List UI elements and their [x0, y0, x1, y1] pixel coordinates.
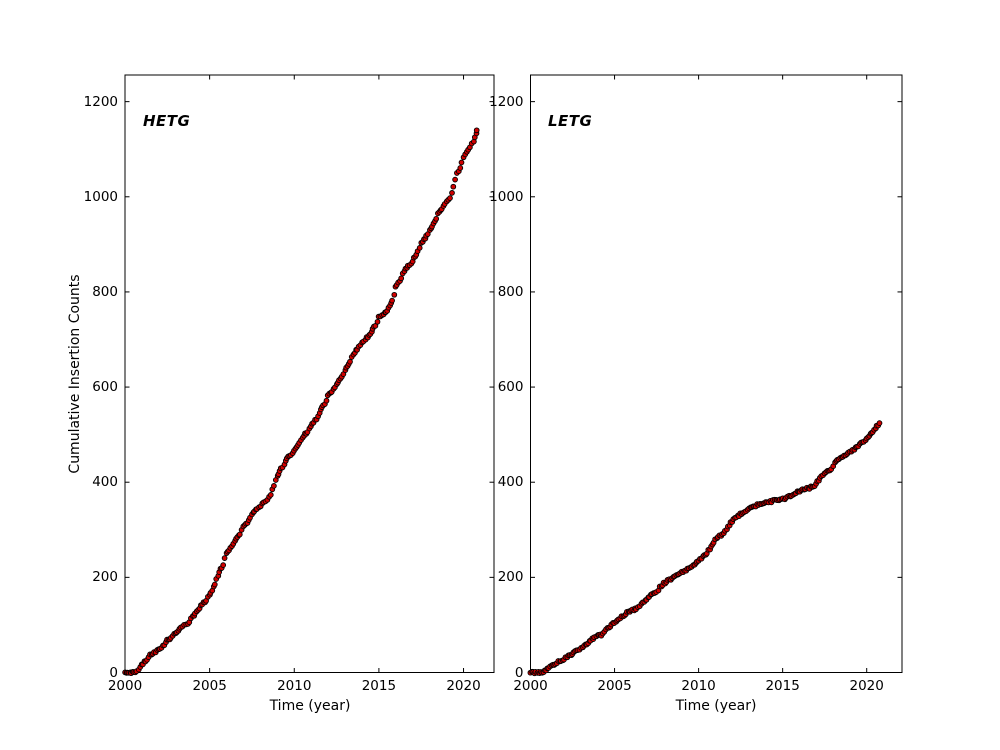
x-axis-label-hetg: Time (year) [269, 698, 351, 714]
x-tick-label: 2010 [277, 678, 312, 694]
letg-series [527, 420, 883, 677]
panel-title-letg: LETG [548, 112, 593, 130]
hetg-series [122, 127, 480, 677]
axes-frame [530, 74, 903, 673]
x-tick-label: 2020 [849, 678, 884, 694]
x-tick-label: 2010 [681, 678, 716, 694]
y-tick-label: 1200 [83, 93, 118, 110]
x-tick-label: 2005 [192, 678, 227, 694]
axes-frame [124, 74, 495, 673]
y-tick-label: 1200 [489, 93, 524, 110]
panel-title-hetg: HETG [143, 112, 191, 130]
x-tick-label: 2000 [107, 678, 143, 694]
x-tick-label: 2015 [765, 678, 800, 694]
x-axis-label-letg: Time (year) [675, 698, 757, 714]
y-axis-label: Cumulative Insertion Counts [67, 274, 83, 474]
y-tick-label: 1000 [489, 188, 524, 205]
y-tick-label: 200 [92, 569, 118, 586]
y-tick-label: 400 [497, 474, 524, 491]
y-tick-label: 800 [92, 283, 118, 300]
y-tick-label: 800 [497, 283, 524, 300]
y-tick-label: 400 [92, 474, 118, 491]
x-tick-label: 2015 [361, 678, 397, 694]
x-tick-label: 2005 [597, 678, 632, 694]
y-tick-label: 600 [497, 379, 524, 396]
x-tick-label: 2000 [513, 678, 548, 694]
y-tick-label: 200 [497, 569, 524, 586]
x-tick-label: 2020 [446, 678, 481, 694]
y-tick-label: 600 [92, 379, 118, 396]
y-tick-label: 1000 [83, 188, 118, 205]
y-tick-label: 0 [514, 664, 524, 681]
y-tick-label: 0 [109, 664, 118, 681]
